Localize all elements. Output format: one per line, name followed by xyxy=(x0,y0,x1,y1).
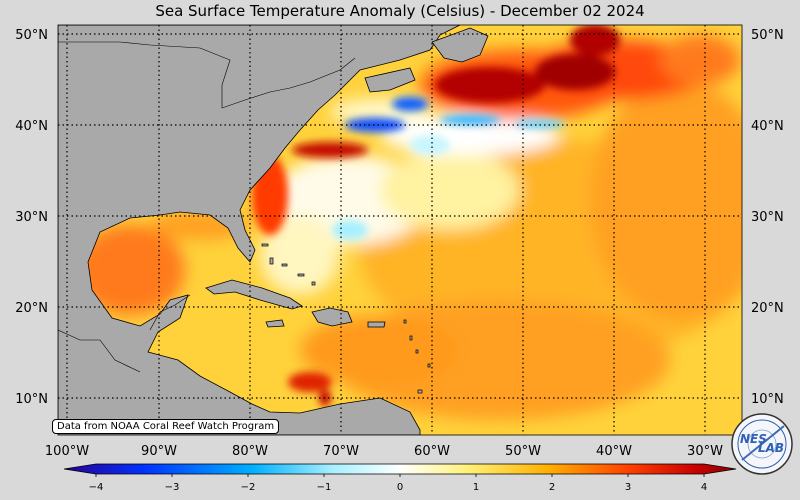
land xyxy=(58,25,489,435)
lat-label-left-20: 20°N xyxy=(15,301,48,316)
lon-label-30w: 30°W xyxy=(687,444,723,459)
colorbar-tick-label: 3 xyxy=(625,482,631,493)
puerto-rico xyxy=(367,321,386,328)
svg-text:NES: NES xyxy=(740,432,767,446)
nova-scotia xyxy=(364,67,416,93)
lon-label-50w: 50°W xyxy=(505,444,541,459)
lon-label-70w: 70°W xyxy=(323,444,359,459)
map-title: Sea Surface Temperature Anomaly (Celsius… xyxy=(155,2,645,20)
colorbar-tick-label: −1 xyxy=(317,482,332,493)
lon-label-80w: 80°W xyxy=(232,444,268,459)
colorbar-tick-label: −4 xyxy=(89,482,104,493)
colorbar-tick-label: 2 xyxy=(549,482,555,493)
colorbar-ticks xyxy=(95,474,705,477)
newfoundland xyxy=(431,27,489,63)
colorbar-tick-label: −3 xyxy=(165,482,180,493)
lon-label-60w: 60°W xyxy=(414,444,450,459)
lat-label-right-20: 20°N xyxy=(751,301,784,316)
anomaly-field xyxy=(75,35,742,420)
map-frame xyxy=(57,24,743,436)
lat-label-right-10: 10°N xyxy=(751,392,784,407)
hispaniola xyxy=(311,307,353,327)
lat-label-right-30: 30°N xyxy=(751,210,784,225)
north-america-land xyxy=(58,25,461,435)
map-panel xyxy=(58,25,742,435)
lat-label-left-10: 10°N xyxy=(15,392,48,407)
colorbar-tick-label: 0 xyxy=(397,482,403,493)
colorbar xyxy=(63,463,737,475)
colorbar-tick-label: −2 xyxy=(241,482,256,493)
lon-label-100w: 100°W xyxy=(45,444,89,459)
islands xyxy=(261,243,431,394)
lat-label-left-50: 50°N xyxy=(15,28,48,43)
lat-label-left-40: 40°N xyxy=(15,119,48,134)
colorbar-tick-label: 4 xyxy=(701,482,707,493)
svg-text:LAB: LAB xyxy=(758,441,784,455)
lat-label-right-50: 50°N xyxy=(751,28,784,43)
lat-label-left-30: 30°N xyxy=(15,210,48,225)
graticule xyxy=(58,25,742,435)
lat-label-right-40: 40°N xyxy=(751,119,784,134)
borders xyxy=(58,41,356,373)
jamaica xyxy=(265,319,285,328)
nesdis-lab-logo: NES LAB xyxy=(731,413,793,475)
data-credit: Data from NOAA Coral Reef Watch Program xyxy=(52,419,280,434)
colorbar-tick-label: 1 xyxy=(473,482,479,493)
lon-label-90w: 90°W xyxy=(141,444,177,459)
lon-label-40w: 40°W xyxy=(596,444,632,459)
